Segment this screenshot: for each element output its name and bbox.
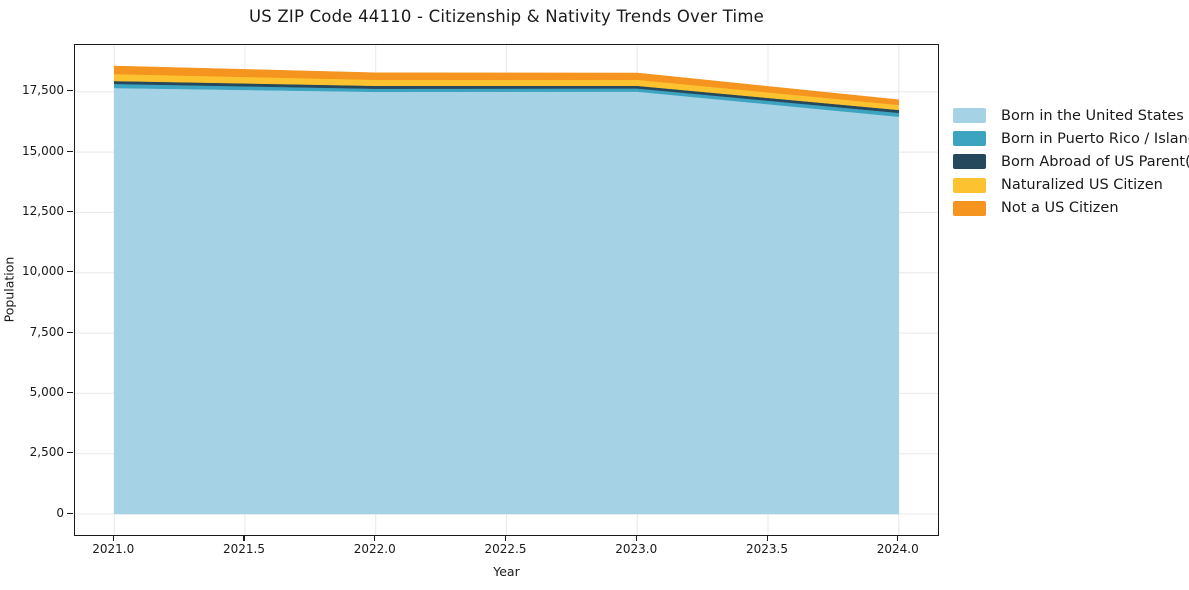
chart-title: US ZIP Code 44110 - Citizenship & Nativi… [249, 7, 764, 26]
x-tick-label: 2022.0 [353, 542, 396, 556]
legend: Born in the United States Born in Puerto … [953, 104, 1189, 220]
y-tick-label: 5,000 [29, 384, 64, 399]
y-tick-label: 12,500 [22, 203, 64, 218]
y-tick-mark [67, 150, 73, 152]
x-tick-mark [374, 535, 376, 541]
legend-swatch [953, 200, 986, 216]
area-series [113, 65, 900, 106]
legend-swatch [953, 177, 986, 193]
y-tick-label: 17,500 [22, 83, 64, 98]
x-tick-mark [897, 535, 899, 541]
y-axis-label: Population [1, 256, 17, 323]
y-tick-mark [67, 210, 73, 213]
y-tick-label: 0 [56, 505, 64, 520]
y-tick-mark [67, 391, 73, 394]
stacked-area-plot [75, 45, 938, 535]
legend-row: Naturalized US Citizen [953, 174, 1189, 197]
x-tick-label: 2023.0 [615, 542, 658, 556]
x-tick-mark [505, 535, 507, 541]
x-tick-label: 2024.0 [876, 542, 919, 556]
legend-row: Born Abroad of US Parent(s) [953, 150, 1189, 173]
legend-row: Born in Puerto Rico / Islands [953, 127, 1189, 150]
plot-area [74, 44, 939, 536]
legend-label: Not a US Citizen [1001, 200, 1119, 217]
y-tick-label: 2,500 [29, 445, 64, 460]
y-tick-mark [67, 512, 73, 514]
x-axis-label: Year [493, 564, 520, 579]
y-tick-mark [67, 271, 73, 273]
x-tick-mark [766, 535, 768, 541]
x-tick-label: 2022.5 [484, 542, 527, 556]
x-tick-mark [243, 535, 245, 541]
y-tick-mark [67, 331, 73, 333]
legend-swatch [953, 154, 986, 170]
y-tick-label: 10,000 [22, 264, 64, 279]
y-tick-label: 15,000 [22, 143, 64, 158]
x-tick-mark [635, 535, 637, 541]
y-tick-mark [67, 452, 73, 454]
legend-label: Born in the United States [1001, 107, 1184, 124]
x-tick-label: 2023.5 [746, 542, 788, 556]
legend-swatch [953, 108, 986, 124]
legend-row: Born in the United States [953, 104, 1189, 127]
y-tick-mark [67, 90, 73, 92]
legend-swatch [953, 131, 986, 147]
y-tick-label: 7,500 [29, 324, 64, 339]
area-series [113, 87, 900, 515]
x-tick-label: 2021.5 [222, 542, 265, 556]
legend-label: Born Abroad of US Parent(s) [1001, 153, 1189, 170]
x-tick-mark [112, 535, 114, 541]
legend-row: Not a US Citizen [953, 197, 1189, 220]
legend-label: Born in Puerto Rico / Islands [1001, 130, 1189, 147]
x-tick-label: 2021.0 [92, 542, 135, 556]
legend-label: Naturalized US Citizen [1001, 177, 1163, 194]
